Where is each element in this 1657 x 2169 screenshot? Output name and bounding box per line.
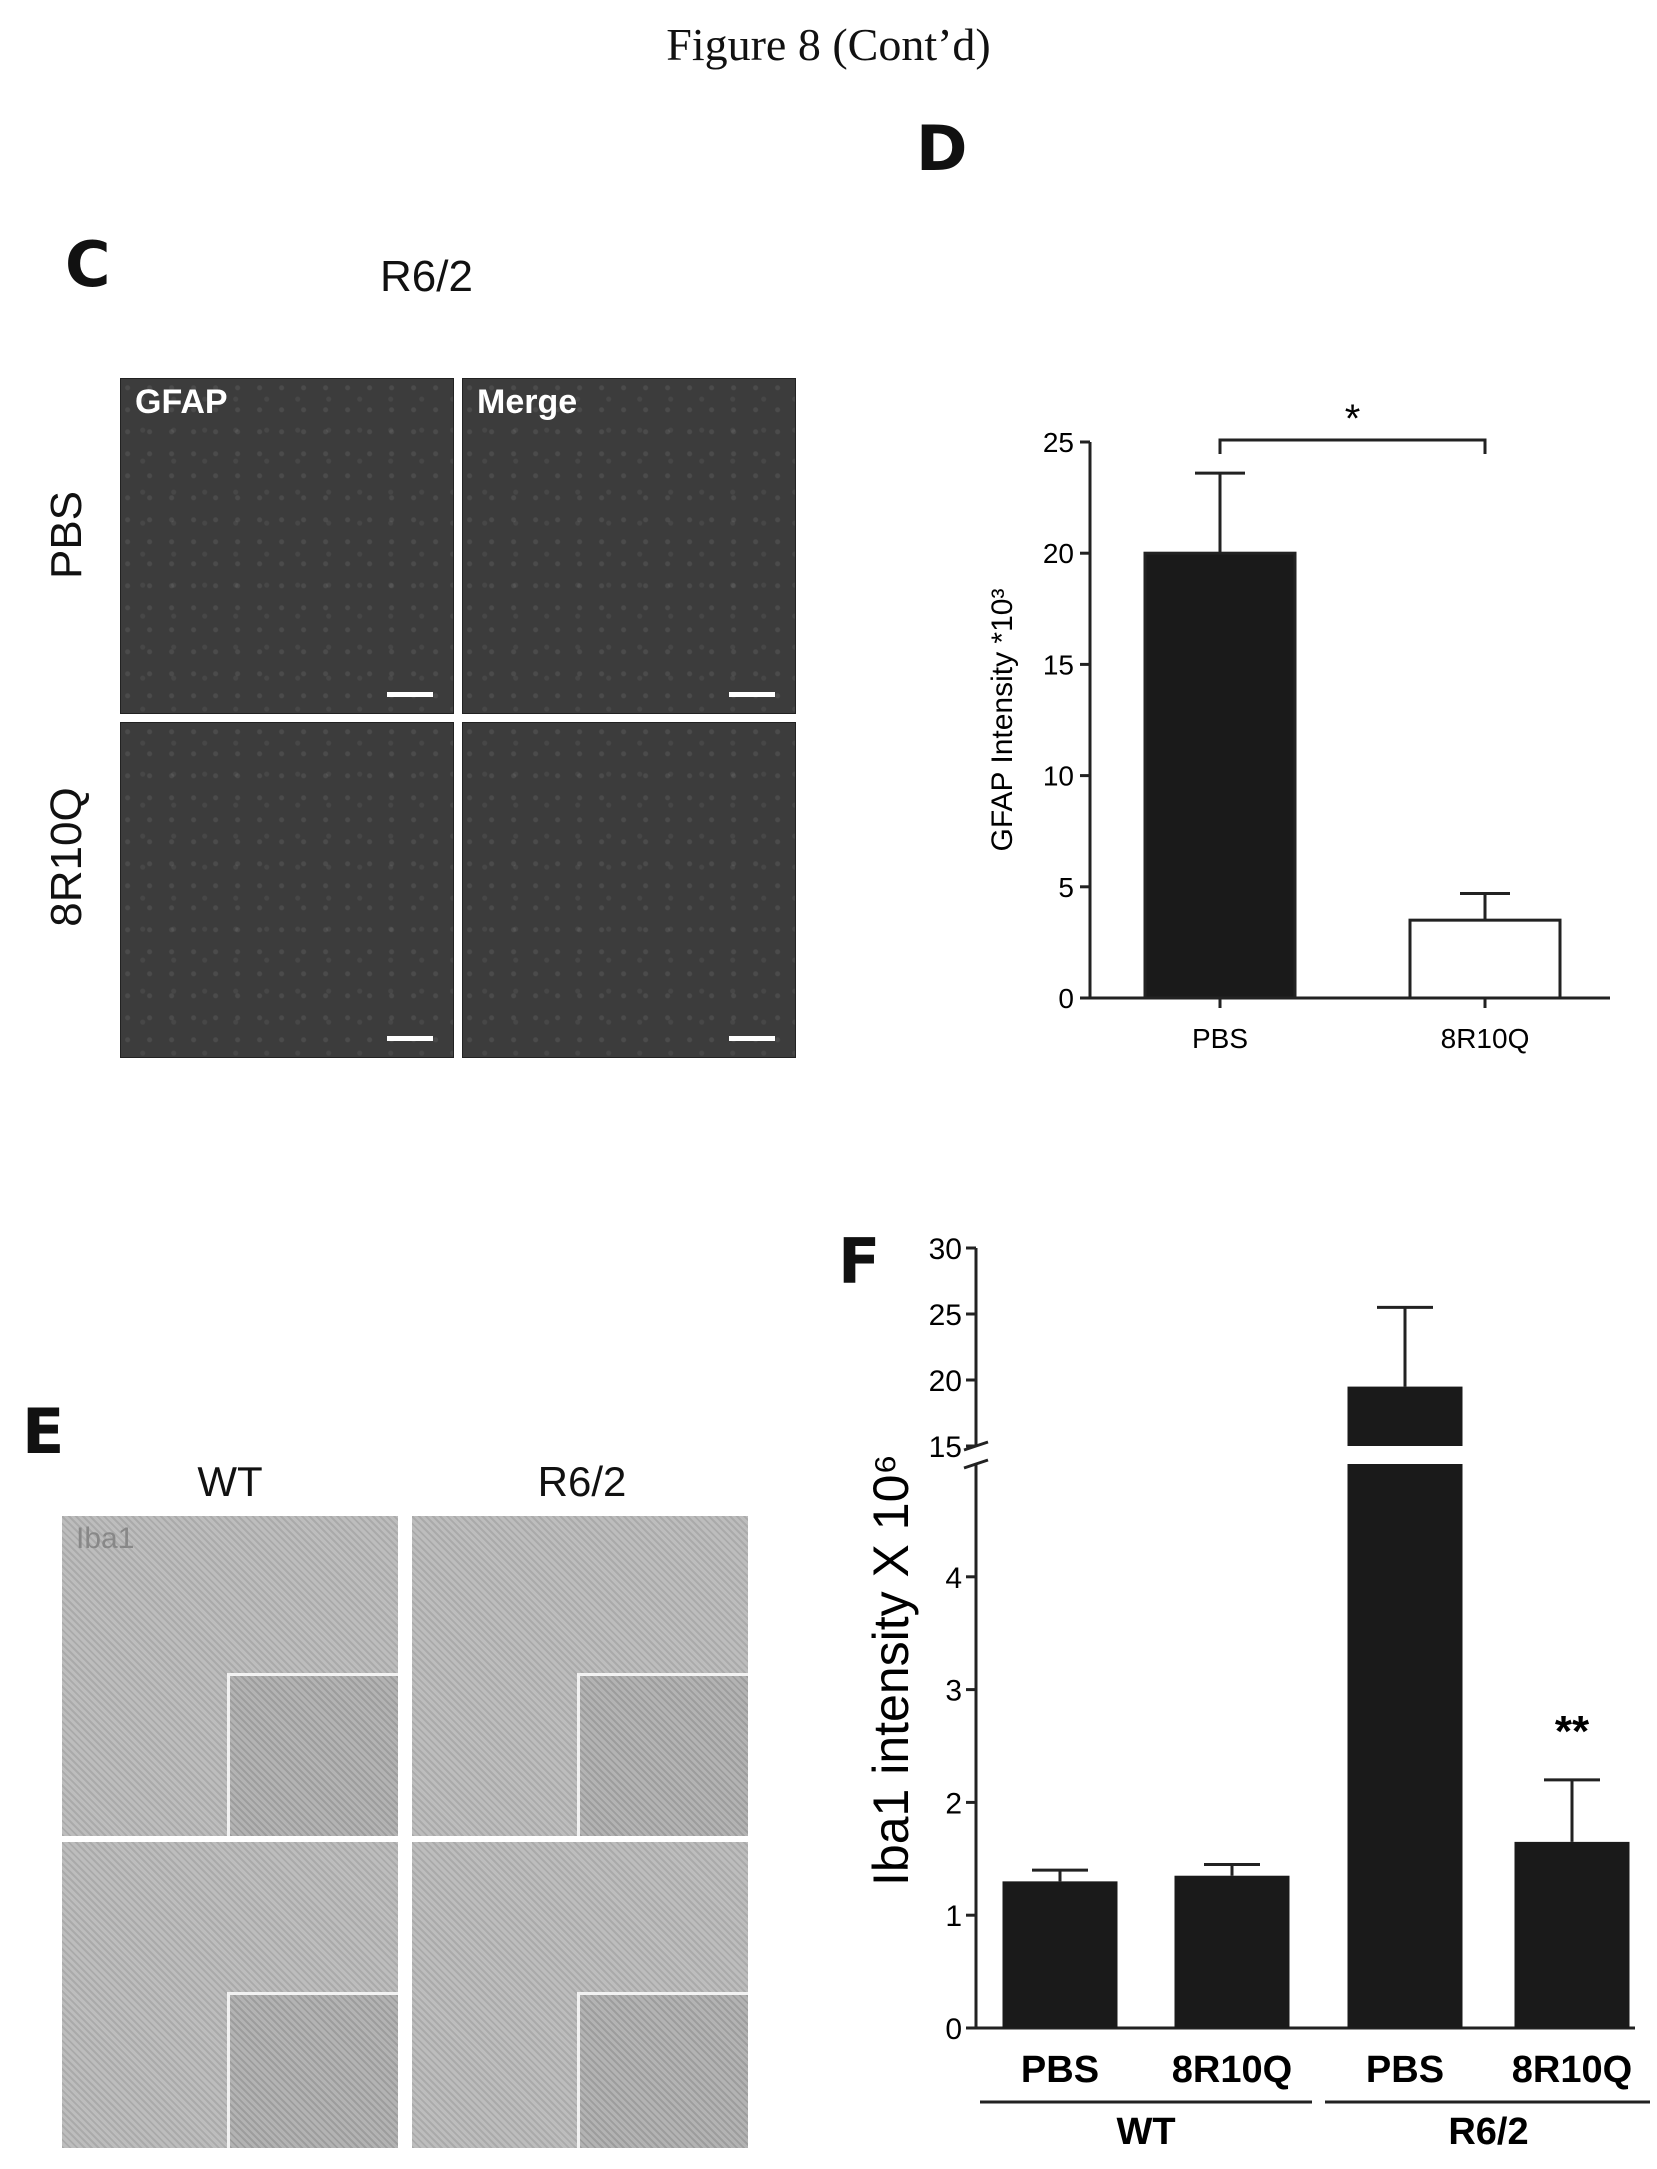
significance-marker: ** xyxy=(1555,1707,1590,1756)
bar xyxy=(1174,1875,1290,2028)
y-axis-label: Iba1 intensity X 10⁶ xyxy=(863,1454,919,1886)
y-tick-label: 0 xyxy=(945,2013,962,2046)
y-tick-label: 25 xyxy=(1043,427,1074,458)
scale-bar xyxy=(729,692,775,697)
micrograph-tag-iba1: Iba1 xyxy=(76,1522,135,1555)
x-tick-label: 8R10Q xyxy=(1441,1023,1530,1054)
bar xyxy=(1514,1841,1630,2028)
y-tick-label: 2 xyxy=(945,1787,962,1820)
micrograph-8r10q-gfap xyxy=(120,722,454,1058)
micrograph-pbs-merge: Merge xyxy=(462,378,796,714)
y-tick-label: 30 xyxy=(929,1233,962,1266)
micrograph-8r10q-merge xyxy=(462,722,796,1058)
panel-e-header-wt: WT xyxy=(197,1458,263,1505)
panel-e-header-r62: R6/2 xyxy=(537,1458,627,1505)
y-tick-label: 5 xyxy=(1058,872,1074,903)
micrograph-inset xyxy=(227,1992,398,2148)
bar-lower-segment xyxy=(1347,1464,1463,2028)
figure-title: Figure 8 (Cont’d) xyxy=(666,19,991,70)
y-axis-label: GFAP Intensity *10³ xyxy=(986,589,1019,852)
panel-c-title: R6/2 xyxy=(380,252,473,301)
x-tick-label: 8R10Q xyxy=(1172,2049,1292,2091)
scale-bar xyxy=(729,1036,775,1041)
micrograph-inset xyxy=(227,1673,398,1836)
panel-letter-f: F xyxy=(838,1225,881,1298)
micrograph-r62-bottom xyxy=(412,1842,748,2148)
x-tick-label: PBS xyxy=(1021,2049,1099,2091)
bar xyxy=(1002,1881,1118,2028)
y-tick-label: 15 xyxy=(1043,649,1074,680)
bar xyxy=(1408,918,1562,1000)
bar-upper-segment xyxy=(1347,1386,1463,1446)
micrograph-tag-gfap: GFAP xyxy=(135,383,228,421)
bar xyxy=(1143,551,1297,1000)
y-tick-label: 0 xyxy=(1058,983,1074,1014)
scale-bar xyxy=(387,1036,433,1041)
micrograph-tag-merge: Merge xyxy=(477,383,578,421)
micrograph-inset xyxy=(577,1992,748,2148)
y-tick-label: 3 xyxy=(945,1675,962,1708)
scale-bar xyxy=(387,692,433,697)
significance-marker: * xyxy=(1345,397,1361,441)
row-label-pbs: PBS xyxy=(42,490,91,580)
chart-iba1-intensity: 0 1 2 3 4 15 20 25 30 PBS 8R10Q PBS 8R10Q ** WT R6/2 Iba… xyxy=(863,1233,1650,2153)
micrograph-inset xyxy=(577,1673,748,1836)
micrograph-wt-top: Iba1 xyxy=(62,1516,398,1836)
micrograph-r62-top xyxy=(412,1516,748,1836)
panel-letter-d: D xyxy=(916,112,968,185)
x-tick-label: PBS xyxy=(1192,1023,1248,1054)
panel-letter-e: E xyxy=(22,1395,65,1468)
group-label: WT xyxy=(1116,2111,1175,2153)
y-tick-label: 25 xyxy=(929,1299,962,1332)
y-tick-label: 20 xyxy=(929,1365,962,1398)
y-tick-label: 4 xyxy=(945,1562,962,1595)
micrograph-pbs-gfap: GFAP xyxy=(120,378,454,714)
panel-letter-c: C xyxy=(65,228,111,301)
y-tick-label: 15 xyxy=(929,1431,962,1464)
x-tick-label: PBS xyxy=(1366,2049,1444,2091)
axis-break-mark xyxy=(963,1458,989,1470)
row-label-8r10q: 8R10Q xyxy=(42,787,91,927)
chart-gfap-intensity: 0 5 10 15 20 25 PBS 8R10Q * GFAP Intensity *10³ xyxy=(986,397,1610,1054)
micrograph-wt-bottom xyxy=(62,1842,398,2148)
y-tick-label: 10 xyxy=(1043,761,1074,792)
x-tick-label: 8R10Q xyxy=(1512,2049,1632,2091)
significance-bracket xyxy=(1218,438,1487,454)
y-tick-label: 20 xyxy=(1043,538,1074,569)
group-label: R6/2 xyxy=(1448,2111,1528,2153)
y-tick-label: 1 xyxy=(945,1900,962,1933)
